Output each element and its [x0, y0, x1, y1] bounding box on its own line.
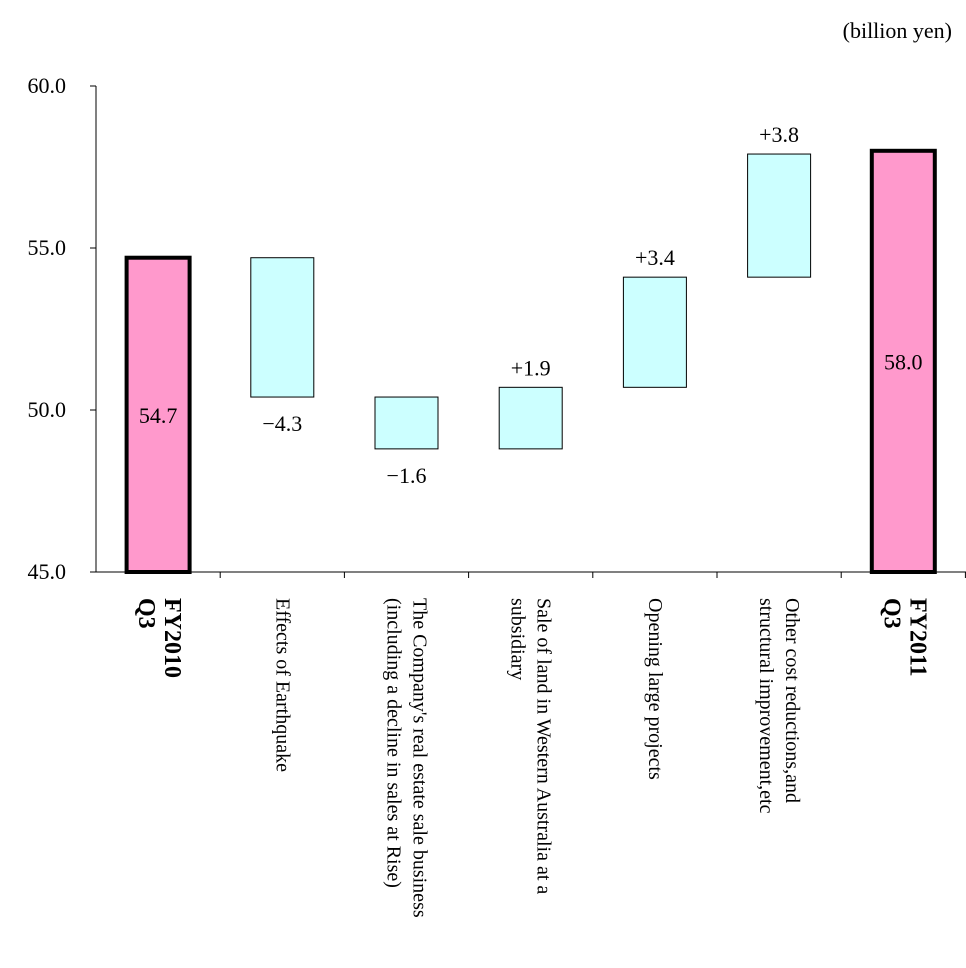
- category-label: The Company's real estate sale business(…: [383, 598, 431, 918]
- category-label-line: FY2011: [904, 598, 930, 677]
- unit-label: (billion yen): [842, 18, 952, 43]
- total-bar: [124, 255, 192, 574]
- category-label-line: Effects of Earthquake: [271, 598, 293, 772]
- change-bar: [374, 396, 439, 450]
- data-label: 58.0: [884, 349, 923, 374]
- data-label: +3.8: [759, 122, 799, 147]
- category-label-line: FY2010: [159, 598, 185, 678]
- axis-layer: 45.0 50.0 55.0 60.0: [28, 73, 966, 584]
- data-label: −1.6: [387, 463, 427, 488]
- bar-layer: [124, 148, 937, 575]
- y-tick-label: 50.0: [28, 397, 67, 422]
- y-tick-label: 55.0: [28, 235, 67, 260]
- category-label-line: structural improvement,etc: [755, 598, 777, 814]
- category-label-line: Q3: [878, 598, 904, 629]
- change-bar: [498, 386, 563, 450]
- category-label-line: Opening large projects: [644, 598, 666, 780]
- category-label: Opening large projects: [644, 598, 666, 780]
- data-label: +1.9: [511, 355, 551, 380]
- data-label: +3.4: [635, 245, 675, 270]
- change-bar: [747, 153, 812, 278]
- category-label-line: Q3: [133, 598, 159, 629]
- y-tick-label: 45.0: [28, 559, 67, 584]
- data-label: 54.7: [139, 403, 178, 428]
- change-bar: [250, 257, 315, 398]
- y-tick-label: 60.0: [28, 73, 67, 98]
- category-label-line: Sale of land in Western Australia at a: [533, 598, 555, 894]
- category-label: Effects of Earthquake: [271, 598, 293, 772]
- change-bar: [622, 276, 687, 388]
- category-label-line: Other cost reductions,and: [781, 598, 803, 803]
- total-bar: [869, 148, 937, 575]
- data-label: −4.3: [262, 411, 302, 436]
- category-label: Sale of land in Western Australia at asu…: [507, 598, 555, 894]
- category-label-line: The Company's real estate sale business: [409, 598, 431, 918]
- category-label-line: subsidiary: [507, 598, 529, 680]
- category-label-line: (including a decline in sales at Rise): [383, 598, 405, 888]
